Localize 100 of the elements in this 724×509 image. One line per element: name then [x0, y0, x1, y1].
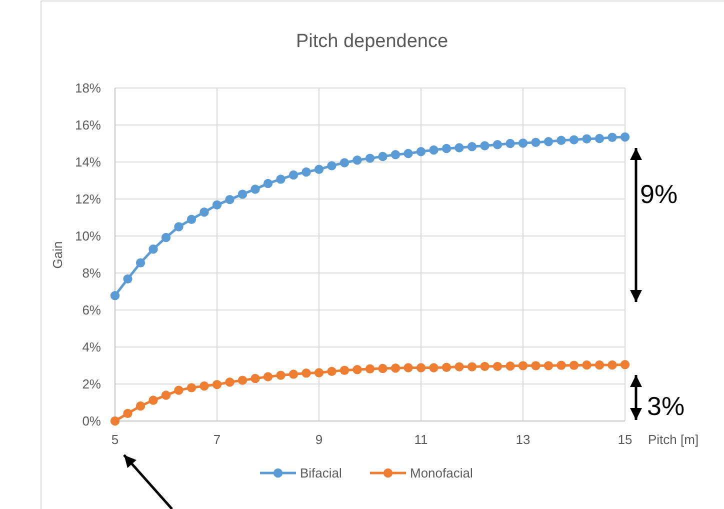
point [340, 366, 350, 375]
point [263, 372, 273, 382]
point [200, 208, 209, 217]
y-tick-label: 18% [74, 80, 102, 96]
point [569, 135, 579, 144]
text: 9% [640, 179, 678, 209]
point [531, 361, 540, 370]
point [518, 361, 528, 370]
point [620, 132, 630, 142]
point [302, 368, 311, 378]
point [454, 362, 464, 372]
point [174, 386, 184, 395]
y-tick-label: 12% [74, 192, 102, 207]
point [123, 408, 132, 418]
point [276, 174, 286, 184]
point [263, 178, 273, 188]
point [544, 137, 554, 146]
point [110, 416, 120, 426]
x-tick-label: 15 [618, 432, 632, 447]
point [467, 362, 477, 372]
point [186, 383, 196, 392]
point [148, 396, 158, 405]
point [314, 368, 324, 378]
point [390, 363, 400, 373]
point [225, 378, 234, 387]
y-tick-label: 2% [82, 376, 102, 392]
point [556, 360, 566, 370]
point [161, 390, 171, 400]
point [365, 364, 375, 374]
point [608, 132, 617, 142]
y-tick-label: 6% [82, 302, 102, 318]
point [404, 148, 413, 158]
point [506, 138, 515, 148]
point [302, 167, 311, 177]
point [480, 141, 490, 150]
point [250, 374, 260, 384]
point [123, 274, 132, 284]
x-tick-label: 11 [414, 432, 428, 447]
point [594, 360, 604, 370]
chart-title: Pitch dependence [296, 31, 448, 52]
point [378, 364, 388, 374]
point [136, 401, 146, 411]
point [594, 134, 604, 144]
y-tick-label: 10% [74, 228, 102, 244]
point [352, 364, 362, 374]
x-tick-label: 5 [111, 432, 119, 447]
legend-label: Monofacial [410, 466, 473, 481]
y-tick-label: 0% [82, 414, 102, 429]
point [544, 361, 554, 370]
point [454, 143, 464, 152]
point [110, 290, 120, 300]
point [480, 362, 490, 372]
point [186, 214, 196, 224]
point [225, 194, 234, 204]
point [608, 360, 617, 370]
point [174, 222, 184, 232]
point [620, 360, 630, 370]
point [238, 376, 248, 385]
point [352, 156, 362, 165]
point [288, 170, 298, 180]
x-axis-title: Pitch [m] [648, 432, 699, 447]
point [365, 154, 375, 163]
y-tick-label: 4% [82, 340, 102, 355]
x-tick-label: 7 [213, 432, 221, 447]
point [238, 190, 248, 199]
point [378, 152, 388, 162]
point [416, 363, 426, 372]
point [404, 363, 413, 372]
point [442, 144, 452, 154]
point [518, 138, 528, 148]
point [314, 164, 324, 174]
point [327, 161, 336, 170]
point [531, 138, 540, 147]
y-tick-label: 16% [74, 118, 102, 133]
y-axis-title: Gain [50, 241, 65, 269]
point [442, 362, 452, 372]
point [492, 362, 502, 372]
point [429, 145, 438, 155]
y-tick-label: 8% [82, 266, 102, 281]
point [492, 140, 502, 150]
point [276, 370, 286, 380]
point [416, 147, 426, 156]
point [250, 184, 260, 194]
y-tick-label: 14% [74, 154, 102, 170]
point [429, 363, 438, 372]
point [212, 380, 222, 390]
point [288, 370, 298, 379]
point [136, 258, 146, 268]
point [148, 244, 158, 254]
point [556, 136, 566, 145]
point [506, 361, 515, 371]
legend-label: Bifacial [300, 466, 342, 481]
point [569, 360, 579, 370]
text: 3% [647, 391, 685, 421]
x-tick-label: 9 [315, 432, 323, 447]
point [390, 150, 400, 160]
point [340, 158, 350, 168]
point [327, 366, 336, 376]
point [582, 360, 592, 370]
x-tick-label: 13 [516, 432, 530, 447]
